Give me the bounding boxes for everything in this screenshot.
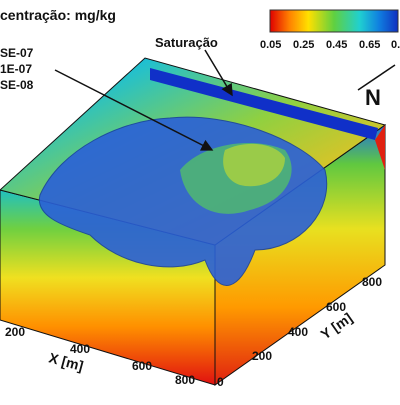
- y-tick-label: 200: [252, 349, 272, 363]
- legend-item: 1E-07: [0, 62, 32, 76]
- y-tick-label: 400: [288, 325, 308, 339]
- colorbar-label: 0.65: [359, 39, 380, 51]
- colorbar-label: 0.25: [293, 39, 314, 51]
- saturation-band: [150, 68, 378, 140]
- x-tick-label: 200: [5, 325, 25, 339]
- plume-center: [223, 143, 285, 187]
- block: [0, 57, 387, 386]
- x-tick-label: 400: [70, 342, 90, 356]
- colorbar-label: 0.45: [326, 39, 347, 51]
- x-tick-label: 800: [175, 373, 195, 387]
- north-label: N: [365, 85, 381, 110]
- corner-patch: [375, 125, 385, 170]
- title: centração: mg/kg: [0, 7, 116, 23]
- annotation: Saturação: [155, 35, 218, 50]
- y-tick-label: 0: [217, 375, 224, 389]
- x-tick-label: 600: [132, 359, 152, 373]
- colorbar: [269, 9, 399, 33]
- y-tick-label: 800: [362, 275, 382, 289]
- pointer-arrow: [54, 69, 214, 151]
- legend-item: SE-07: [0, 46, 34, 60]
- y-tick-label: 600: [326, 300, 346, 314]
- pointer-arrow: [204, 49, 233, 97]
- colorbar-label: 0.05: [260, 39, 281, 51]
- colorbar-label: 0.8: [391, 39, 400, 51]
- y-axis-title: Y [m]: [318, 309, 356, 342]
- legend-item: SE-08: [0, 78, 34, 92]
- north-line: [357, 64, 396, 91]
